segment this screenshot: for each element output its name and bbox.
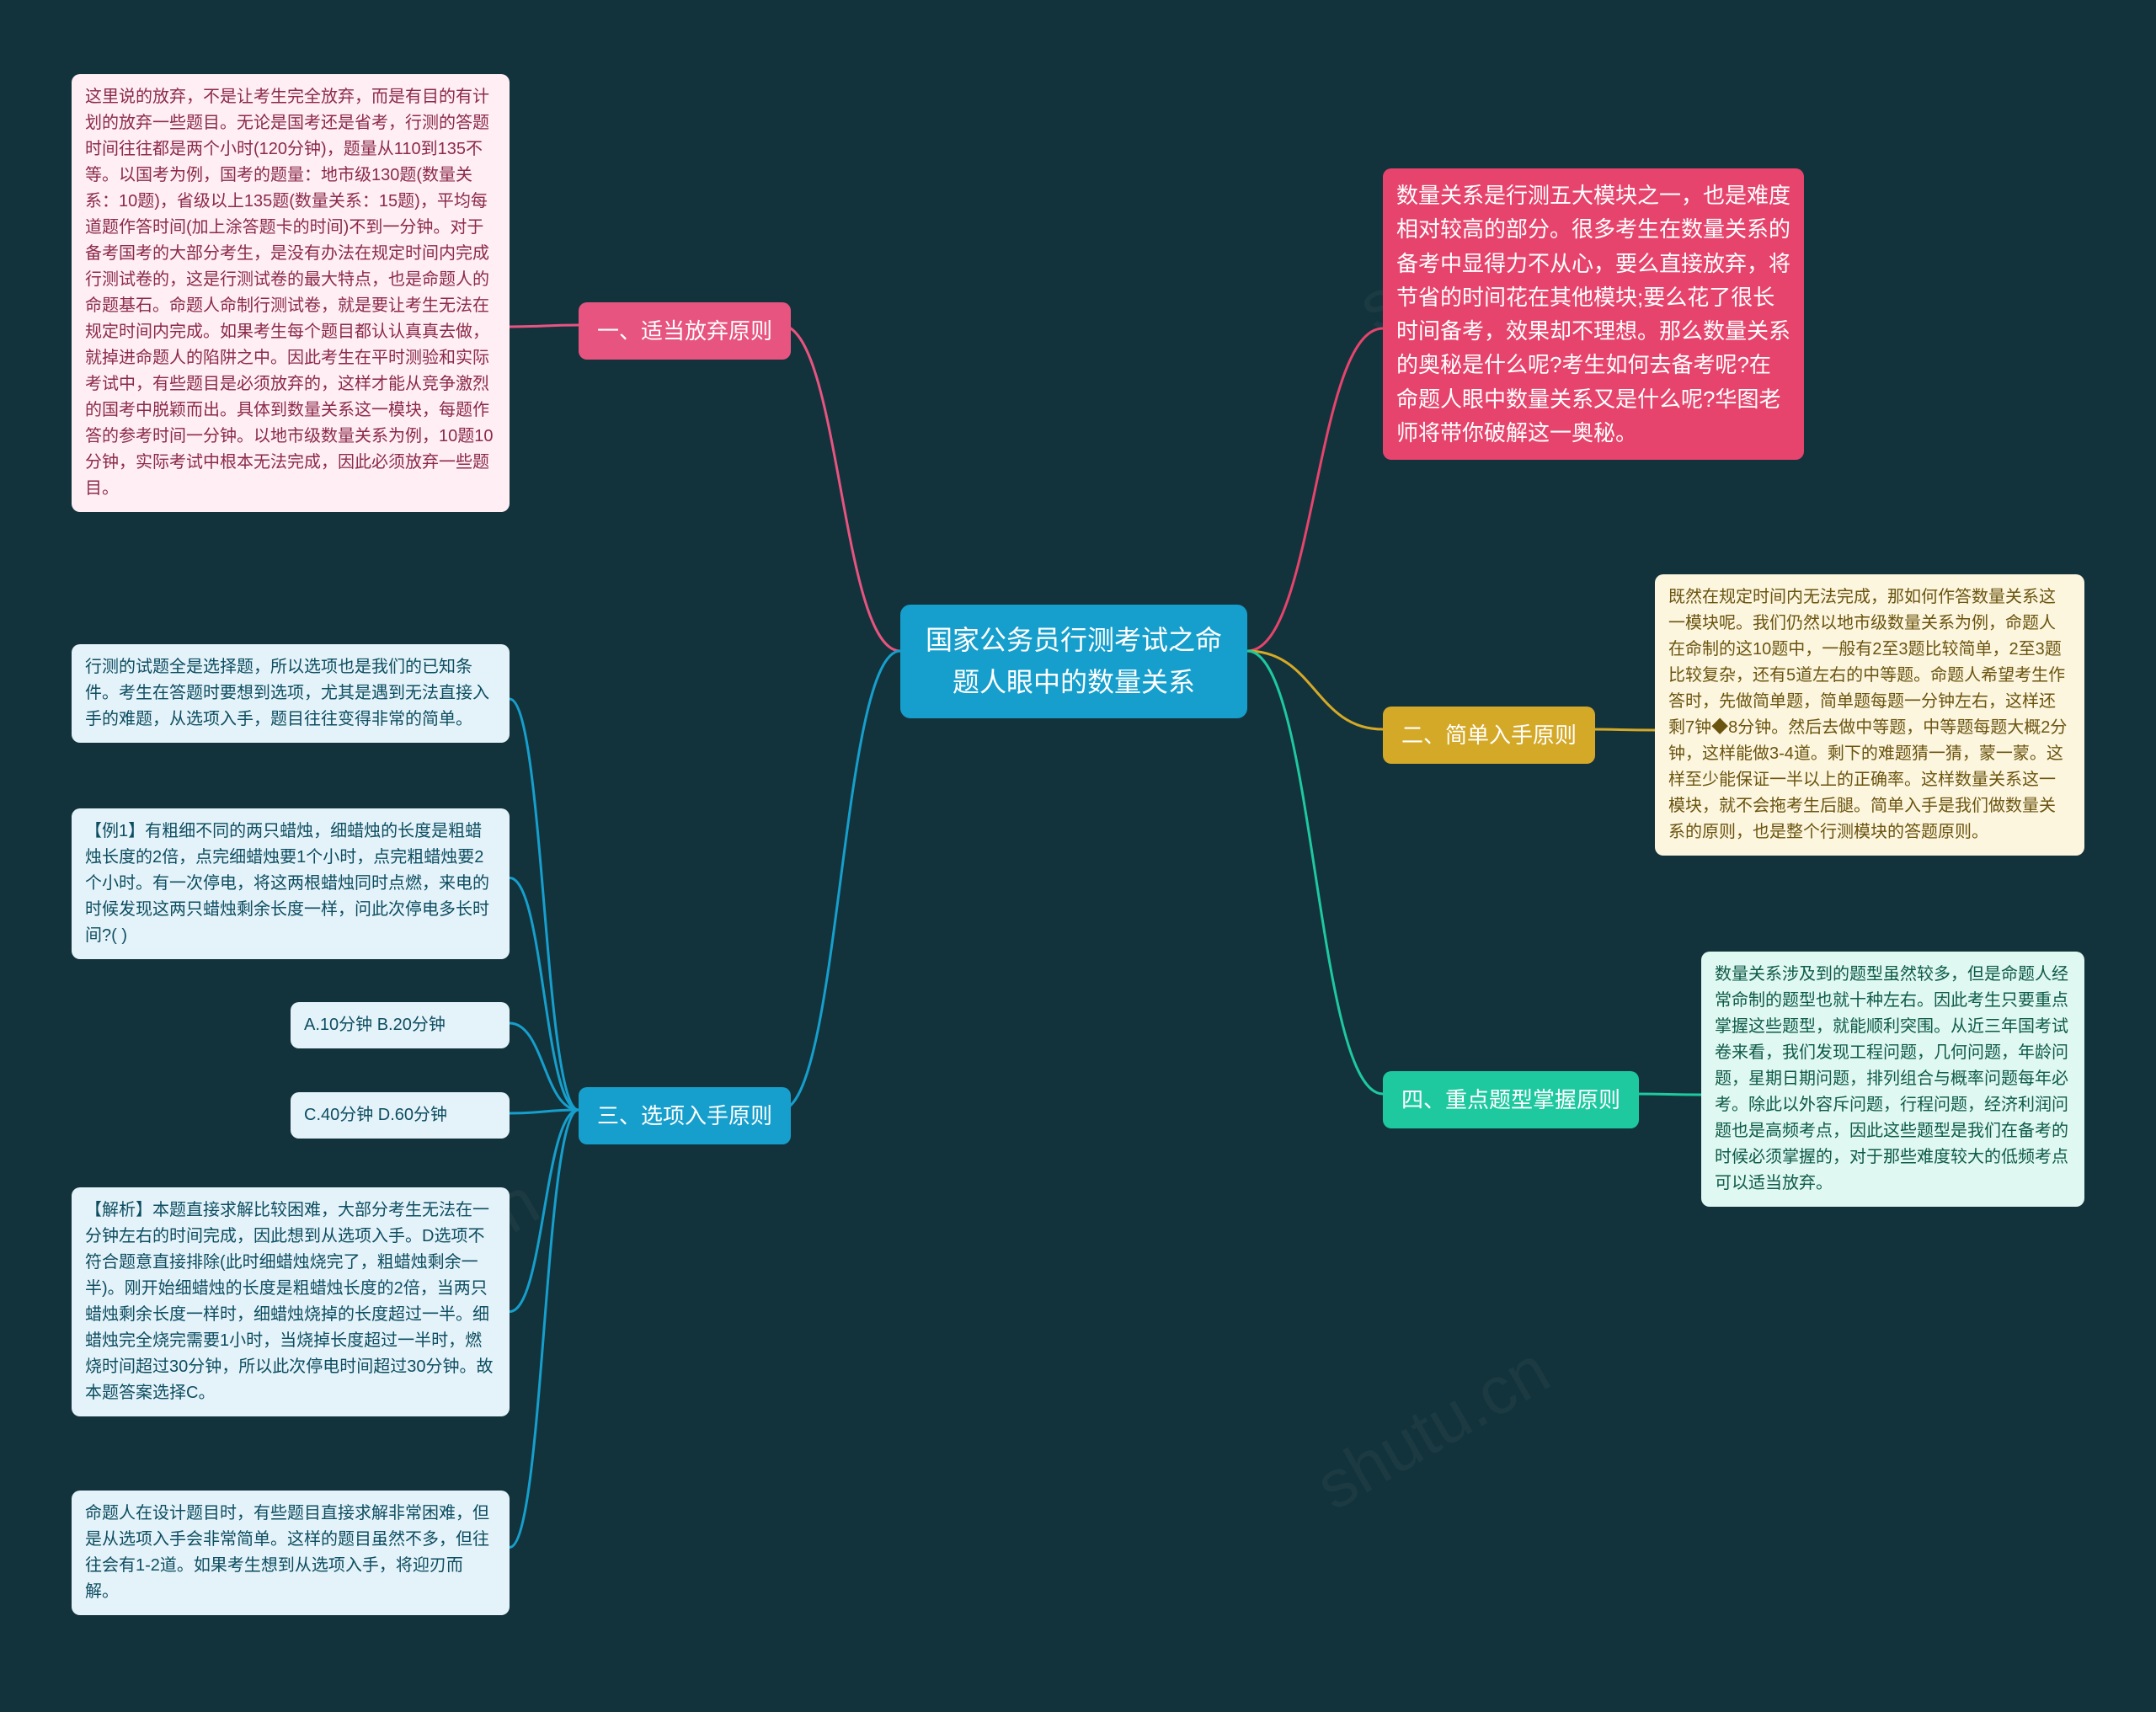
leaf-node: 数量关系是行测五大模块之一，也是难度相对较高的部分。很多考生在数量关系的备考中显… bbox=[1383, 168, 1804, 460]
leaf-node: 【解析】本题直接求解比较困难，大部分考生无法在一分钟左右的时间完成，因此想到从选… bbox=[72, 1187, 510, 1416]
branch-node: 三、选项入手原则 bbox=[579, 1087, 791, 1144]
root-node: 国家公务员行测考试之命 题人眼中的数量关系 bbox=[900, 605, 1247, 718]
leaf-node: C.40分钟 D.60分钟 bbox=[291, 1092, 510, 1139]
leaf-node: A.10分钟 B.20分钟 bbox=[291, 1002, 510, 1048]
leaf-node: 数量关系涉及到的题型虽然较多，但是命题人经常命制的题型也就十种左右。因此考生只要… bbox=[1701, 952, 2084, 1207]
leaf-node: 这里说的放弃，不是让考生完全放弃，而是有目的有计划的放弃一些题目。无论是国考还是… bbox=[72, 74, 510, 512]
leaf-node: 行测的试题全是选择题，所以选项也是我们的已知条件。考生在答题时要想到选项，尤其是… bbox=[72, 644, 510, 743]
branch-node: 四、重点题型掌握原则 bbox=[1383, 1071, 1639, 1128]
branch-node: 一、适当放弃原则 bbox=[579, 302, 791, 360]
leaf-node: 【例1】有粗细不同的两只蜡烛，细蜡烛的长度是粗蜡烛长度的2倍，点完细蜡烛要1个小… bbox=[72, 808, 510, 959]
leaf-node: 命题人在设计题目时，有些题目直接求解非常困难，但是从选项入手会非常简单。这样的题… bbox=[72, 1491, 510, 1615]
watermark: shutu.cn bbox=[1303, 1331, 1562, 1526]
branch-node: 二、简单入手原则 bbox=[1383, 707, 1595, 764]
leaf-node: 既然在规定时间内无法完成，那如何作答数量关系这一模块呢。我们仍然以地市级数量关系… bbox=[1655, 574, 2084, 856]
